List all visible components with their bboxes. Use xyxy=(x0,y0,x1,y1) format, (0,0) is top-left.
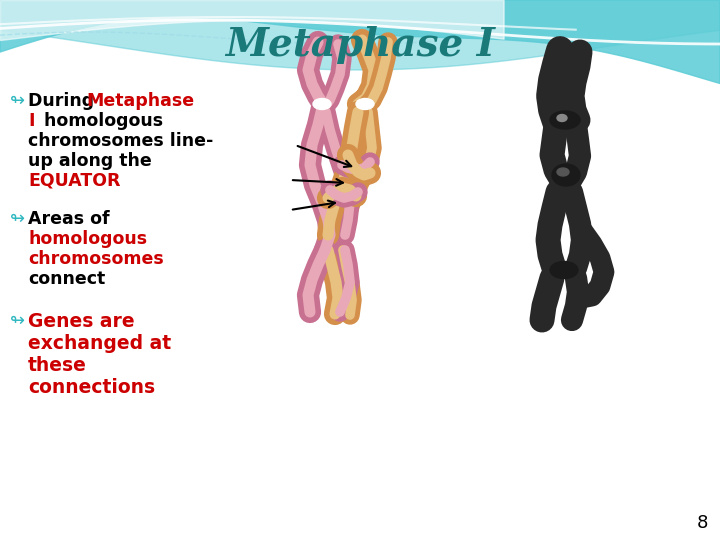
Text: ↬: ↬ xyxy=(10,312,26,330)
Text: ↬: ↬ xyxy=(10,210,26,228)
Text: EQUATOR: EQUATOR xyxy=(28,172,120,190)
Text: I: I xyxy=(28,112,35,130)
Ellipse shape xyxy=(552,164,580,186)
Text: homologous: homologous xyxy=(28,230,147,248)
Text: chromosomes: chromosomes xyxy=(28,250,163,268)
Text: 8: 8 xyxy=(697,514,708,532)
Text: Metaphase: Metaphase xyxy=(86,92,194,110)
Text: connect: connect xyxy=(28,270,105,288)
Text: these: these xyxy=(28,356,87,375)
Text: connections: connections xyxy=(28,378,155,397)
Ellipse shape xyxy=(550,111,580,129)
Text: Areas of: Areas of xyxy=(28,210,109,228)
Text: ↬: ↬ xyxy=(10,92,26,110)
Ellipse shape xyxy=(313,98,331,110)
Ellipse shape xyxy=(557,114,567,122)
Ellipse shape xyxy=(356,98,374,110)
Text: During: During xyxy=(28,92,100,110)
Text: Metaphase I: Metaphase I xyxy=(225,26,495,64)
Ellipse shape xyxy=(550,261,578,279)
Text: Genes are: Genes are xyxy=(28,312,135,331)
Text: chromosomes line-: chromosomes line- xyxy=(28,132,213,150)
Text: up along the: up along the xyxy=(28,152,152,170)
Text: homologous: homologous xyxy=(38,112,163,130)
Ellipse shape xyxy=(557,168,569,176)
Text: exchanged at: exchanged at xyxy=(28,334,171,353)
